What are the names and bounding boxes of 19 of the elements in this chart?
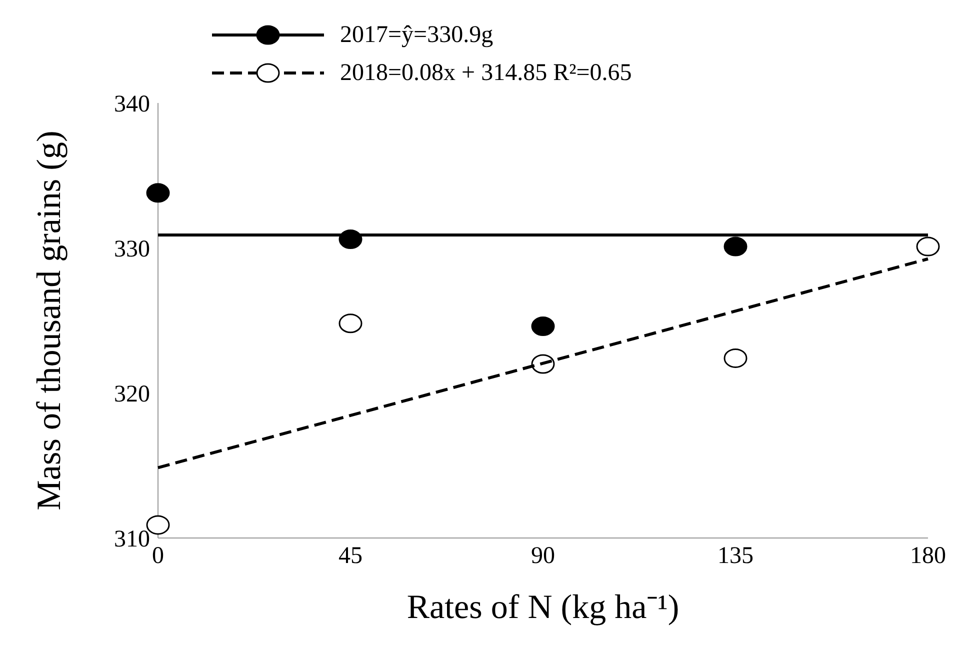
legend-label: 2017=ŷ=330.9g xyxy=(340,22,494,48)
x-tick-label: 180 xyxy=(910,543,946,570)
x-tick-label: 45 xyxy=(338,543,362,570)
x-tick-label: 0 xyxy=(152,543,164,570)
point xyxy=(724,348,748,368)
point xyxy=(916,236,940,256)
y-tick-label: 320 xyxy=(114,382,150,408)
y-tick-label: 310 xyxy=(114,526,150,553)
point xyxy=(531,316,555,336)
x-tick-label: 90 xyxy=(531,543,555,570)
y-tick-label: 340 xyxy=(114,92,150,118)
legend-label: 2018=0.08x + 314.85 R²=0.65 xyxy=(340,60,632,86)
y-tick-label: 330 xyxy=(114,236,150,263)
point xyxy=(724,236,748,256)
point xyxy=(338,314,362,334)
x-axis-title: Rates of N (kg ha⁻¹) xyxy=(406,589,680,626)
point xyxy=(146,183,170,203)
y-axis-title: Mass of thousand grains (g) xyxy=(31,130,68,510)
x-tick-label: 135 xyxy=(718,543,754,570)
